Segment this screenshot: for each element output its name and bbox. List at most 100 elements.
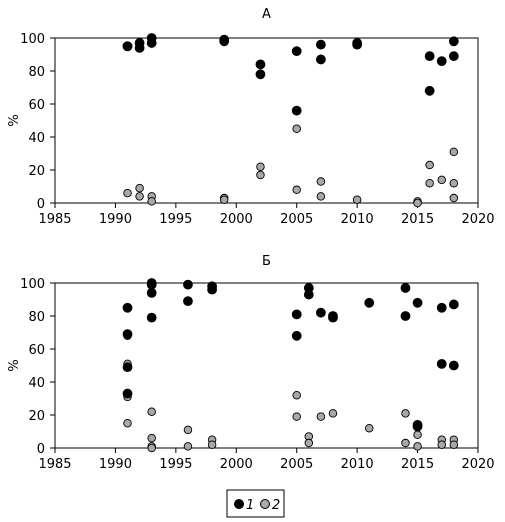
data-point-series-1: [448, 360, 459, 371]
data-point-series-1: [315, 307, 326, 318]
data-point-series-2: [256, 162, 265, 171]
data-point-series-1: [436, 56, 447, 66]
plot-frame: [54, 282, 479, 449]
data-point-series-2: [328, 409, 338, 418]
y-tick-label: 80: [28, 65, 45, 80]
data-point-series-1: [207, 284, 218, 295]
x-tick-label: 2000: [220, 212, 253, 227]
x-tick-label: 2000: [220, 457, 253, 472]
data-point-series-1: [122, 41, 133, 52]
data-point-series-2: [413, 442, 422, 451]
data-point-series-1: [146, 38, 157, 48]
panel-title: Б: [262, 254, 271, 269]
y-tick-label: 60: [28, 98, 45, 113]
data-point-series-2: [413, 198, 422, 208]
panel-title: А: [262, 7, 271, 22]
data-point-series-2: [449, 193, 459, 203]
data-point-series-2: [425, 178, 434, 188]
data-point-series-1: [183, 279, 193, 290]
y-tick-label: 40: [28, 376, 45, 391]
data-point-series-1: [291, 46, 302, 57]
y-tick-label: 0: [37, 442, 45, 457]
data-point-series-1: [134, 43, 145, 53]
data-point-series-2: [147, 443, 156, 453]
data-point-series-2: [401, 438, 410, 448]
data-point-series-2: [316, 412, 326, 421]
data-point-series-1: [183, 296, 193, 307]
data-point-series-1: [219, 36, 230, 47]
data-point-series-2: [316, 177, 326, 186]
data-point-series-1: [291, 105, 302, 116]
legend: 1 2: [226, 489, 285, 518]
data-point-series-1: [436, 358, 447, 369]
data-point-series-1: [303, 289, 314, 300]
data-point-series-2: [135, 192, 144, 201]
y-tick-label: 0: [37, 197, 45, 212]
data-point-series-2: [316, 192, 326, 201]
data-point-series-2: [207, 440, 217, 449]
data-point-series-2: [147, 407, 156, 416]
data-point-series-2: [292, 390, 301, 400]
x-tick-label: 2020: [461, 457, 494, 472]
data-point-series-2: [437, 175, 446, 185]
data-point-series-2: [352, 195, 362, 204]
y-tick-label: 100: [20, 32, 45, 47]
x-tick-label: 2005: [280, 212, 313, 227]
x-tick-label: 1990: [99, 457, 132, 472]
data-point-series-1: [328, 312, 338, 323]
x-tick-label: 1985: [38, 212, 71, 227]
x-tick-label: 1985: [38, 457, 71, 472]
data-point-series-1: [146, 287, 157, 298]
data-point-series-1: [412, 297, 423, 308]
data-point-series-2: [364, 423, 374, 433]
data-point-series-1: [412, 421, 423, 432]
x-tick-label: 1995: [159, 212, 192, 227]
legend-marker-1: [234, 499, 244, 509]
data-point-series-2: [292, 124, 301, 133]
data-point-series-1: [352, 39, 363, 50]
data-point-series-1: [400, 283, 411, 293]
data-point-series-2: [292, 185, 301, 195]
y-tick-label: 60: [28, 343, 45, 358]
panel-a: А% 1985 1990 1995 2000 2005 2010 2015 2020 0 20 40 6…: [7, 7, 495, 227]
data-point-series-2: [183, 442, 193, 451]
data-point-series-1: [448, 36, 459, 47]
y-tick-label: 20: [28, 164, 45, 179]
x-tick-label: 2015: [401, 212, 434, 227]
legend-label-1: 1: [246, 498, 254, 513]
y-tick-label: 100: [20, 277, 45, 292]
data-point-series-1: [448, 299, 459, 310]
plot-frame: [54, 37, 479, 204]
data-point-series-1: [400, 311, 411, 321]
legend-label-2: 2: [272, 498, 280, 513]
data-point-series-1: [146, 279, 157, 290]
data-point-series-2: [123, 188, 132, 198]
data-point-series-1: [291, 309, 302, 320]
data-point-series-2: [183, 425, 193, 435]
data-point-series-1: [255, 59, 266, 70]
y-axis-label: %: [7, 359, 22, 371]
x-tick-label: 1990: [99, 212, 132, 227]
data-point-series-1: [146, 312, 157, 323]
data-point-series-2: [437, 440, 446, 449]
data-point-series-2: [449, 178, 459, 188]
panel-b: Б% 1985 1990 1995 2000 2005 2010 2015 2020 0 20 40 6…: [7, 254, 495, 472]
data-point-series-1: [315, 39, 326, 50]
data-point-series-2: [401, 409, 410, 418]
data-point-series-1: [122, 329, 133, 340]
data-point-series-2: [135, 183, 144, 193]
data-point-series-1: [122, 302, 133, 313]
data-point-series-1: [291, 330, 302, 341]
x-tick-label: 2020: [461, 212, 494, 227]
data-point-series-1: [448, 51, 459, 62]
y-tick-label: 40: [28, 131, 45, 146]
data-point-series-2: [413, 430, 422, 440]
x-tick-label: 2010: [341, 457, 374, 472]
data-point-series-1: [255, 69, 266, 80]
data-point-series-2: [449, 147, 459, 157]
y-tick-label: 20: [28, 409, 45, 424]
data-point-series-2: [147, 433, 156, 443]
x-tick-label: 1995: [159, 457, 192, 472]
x-tick-label: 2015: [401, 457, 434, 472]
